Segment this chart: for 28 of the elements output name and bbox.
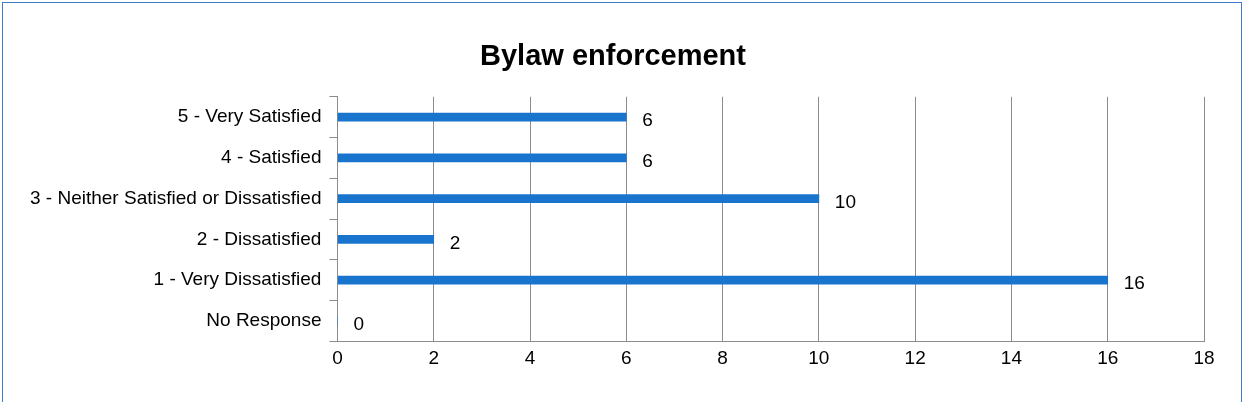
x-tick-label: 0: [332, 346, 343, 368]
x-tick-label: 10: [808, 346, 830, 368]
data-label: 6: [642, 150, 653, 172]
data-label: 16: [1123, 272, 1145, 294]
y-tick-label: 3 - Neither Satisfied or Dissatisfied: [29, 186, 322, 208]
x-tick-label: 18: [1193, 346, 1215, 368]
y-tick-label: 2 - Dissatisfied: [196, 227, 322, 249]
bar: [337, 275, 1109, 285]
chart-title: Bylaw enforcement: [480, 39, 747, 72]
bar: [337, 235, 435, 244]
data-label: 0: [353, 313, 365, 335]
x-tick-label: 2: [428, 346, 440, 368]
y-tick-label: 1 - Very Dissatisfied: [153, 268, 322, 290]
data-label: 10: [834, 190, 857, 212]
data-label: 2: [449, 231, 461, 253]
bar: [337, 194, 820, 203]
data-label: 6: [642, 109, 653, 131]
x-tick-label: 4: [524, 346, 536, 368]
bar: [337, 112, 627, 122]
x-tick-label: 14: [1000, 346, 1023, 368]
y-tick-label: 5 - Very Satisfied: [177, 105, 322, 127]
x-tick-label: 6: [621, 346, 632, 368]
y-tick-label: 4 - Satisfied: [221, 146, 322, 168]
x-tick-label: 12: [904, 346, 926, 368]
bar: [337, 153, 627, 163]
x-tick-label: 8: [717, 346, 728, 368]
y-tick-label: No Response: [206, 309, 322, 331]
x-tick-label: 16: [1097, 346, 1119, 368]
